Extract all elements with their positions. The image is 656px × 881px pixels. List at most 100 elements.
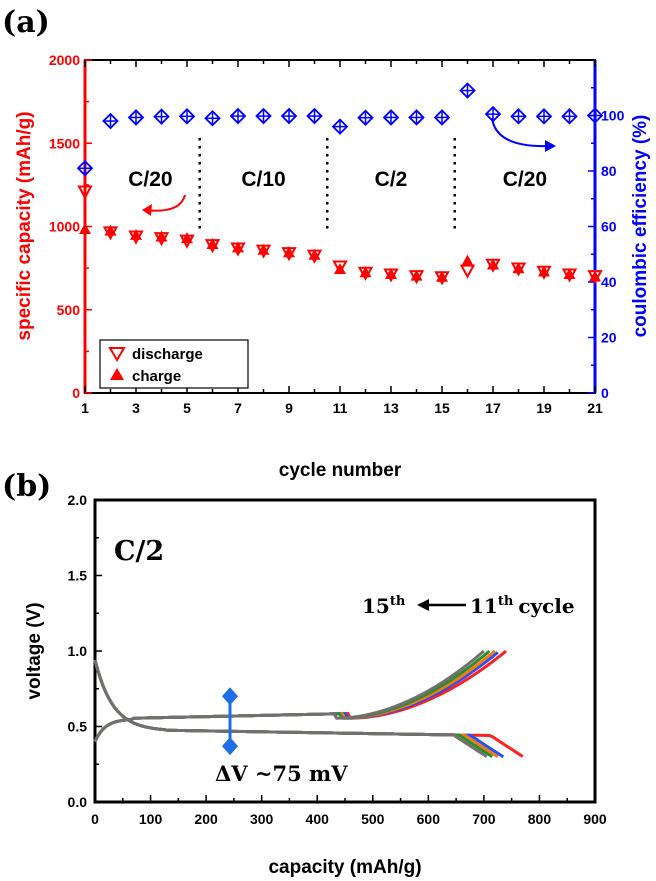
x-tick-label: 21 <box>587 400 603 416</box>
efficiency-point <box>127 109 145 126</box>
x-tick-label: 700 <box>472 811 496 827</box>
panel-b-xlabel: capacity (mAh/g) <box>268 857 421 878</box>
rate-label: C/10 <box>241 168 285 191</box>
capacity-arrowhead-icon <box>142 204 152 216</box>
cycle-suffix: cycle <box>518 594 574 618</box>
charge-point <box>334 262 346 274</box>
x-tick-label: 200 <box>194 811 218 827</box>
x-tick-label: 13 <box>383 400 399 416</box>
legend-charge: charge <box>132 368 181 385</box>
discharge-curve-14th <box>93 659 494 758</box>
x-tick-label: 9 <box>285 400 293 416</box>
discharge-point <box>408 270 425 285</box>
end-cycle-sup: th <box>498 594 514 609</box>
y-right-tick-label: 80 <box>601 163 617 179</box>
delta-v-top-diamond-icon <box>222 687 238 706</box>
panel-b-ylabel: voltage (V) <box>24 602 45 699</box>
discharge-point <box>204 239 221 254</box>
discharge-point <box>536 265 552 280</box>
x-tick-label: 0 <box>91 811 99 827</box>
discharge-point <box>230 242 246 257</box>
y-right-tick-label: 40 <box>601 274 617 290</box>
rate-label: C/20 <box>503 168 547 191</box>
y-tick-label: 2.0 <box>68 492 88 508</box>
y-left-tick-label: 1000 <box>49 219 80 235</box>
discharge-point <box>383 268 399 283</box>
discharge-point <box>459 264 476 279</box>
x-tick-label: 800 <box>528 811 552 827</box>
panel-a-rate-region: C/20 C/10 C/2 C/20 <box>128 138 547 230</box>
discharge-curve-13th <box>93 659 499 759</box>
discharge-point <box>561 268 578 283</box>
discharge-point <box>179 234 195 249</box>
panel-b: (b) 0 100 200 300 400 500 600 700 800 900 0.0 0.5 1.… <box>2 469 607 878</box>
panel-a: (a) 1 3 5 7 9 11 13 15 17 19 210500100015002000020… <box>2 5 651 481</box>
x-tick-label: 3 <box>132 400 140 416</box>
charge-marker-icon <box>110 368 124 380</box>
y-tick-label: 0.5 <box>68 719 88 735</box>
y-right-tick-label: 0 <box>601 385 609 401</box>
discharge-point <box>255 244 272 259</box>
legend-discharge: discharge <box>132 346 203 363</box>
y-tick-label: 0.0 <box>68 794 88 810</box>
efficiency-point <box>382 109 400 126</box>
efficiency-axis-arrow <box>491 117 551 148</box>
efficiency-point <box>102 112 119 130</box>
x-tick-label: 11 <box>333 400 348 416</box>
x-tick-label: 100 <box>139 811 163 827</box>
efficiency-point <box>561 108 578 125</box>
panel-b-rate-label: C/2 <box>114 536 164 567</box>
discharge-point <box>587 270 603 285</box>
y-left-tick-label: 500 <box>57 302 81 318</box>
delta-v-marker <box>222 687 238 756</box>
discharge-point <box>485 258 501 273</box>
y-right-tick-label: 20 <box>601 330 617 346</box>
discharge-point <box>306 249 323 264</box>
y-tick-label: 1.0 <box>68 643 88 659</box>
delta-v-bottom-diamond-icon <box>222 737 238 756</box>
y-right-tick-label: 100 <box>601 108 625 124</box>
discharge-point <box>102 226 119 241</box>
y-tick-label: 1.5 <box>68 568 88 584</box>
y-right-tick-label: 60 <box>601 219 617 235</box>
discharge-point <box>357 266 374 281</box>
panel-a-marks <box>76 82 604 286</box>
cycle-annotation-start: 15th <box>362 594 406 618</box>
y-left-tick-label: 0 <box>72 385 80 401</box>
panel-b-label: (b) <box>2 469 51 504</box>
x-tick-label: 19 <box>536 400 552 416</box>
x-tick-label: 900 <box>583 811 607 827</box>
x-tick-label: 17 <box>485 400 501 416</box>
panel-a-label: (a) <box>2 5 50 40</box>
discharge-point <box>153 232 170 247</box>
panel-a-ticks: 1 3 5 7 9 11 13 15 17 19 2105001000150020000204060… <box>49 52 625 416</box>
panel-b-frame <box>93 498 597 804</box>
delta-v-annotation: ΔV ~75 mV <box>215 761 348 786</box>
efficiency-point <box>76 159 94 177</box>
x-tick-label: 5 <box>183 400 191 416</box>
efficiency-arrowhead-icon <box>545 140 556 152</box>
efficiency-point <box>433 109 451 126</box>
discharge-point <box>510 262 527 277</box>
y-left-tick-label: 1500 <box>49 135 80 151</box>
efficiency-point <box>510 108 527 125</box>
efficiency-point <box>331 118 349 135</box>
x-tick-label: 300 <box>250 811 274 827</box>
charge-curve-15th <box>93 649 485 743</box>
charge-point <box>79 222 91 234</box>
efficiency-point <box>229 107 247 125</box>
panel-b-curves <box>93 649 524 759</box>
x-tick-label: 400 <box>306 811 330 827</box>
discharge-point <box>128 230 144 245</box>
x-tick-label: 1 <box>81 400 89 416</box>
panel-a-ylabel-right: coulombic efficiency (%) <box>630 115 651 338</box>
discharge-curve-15th <box>93 659 488 758</box>
start-cycle-number: 15 <box>362 594 390 618</box>
efficiency-point <box>306 107 323 125</box>
efficiency-point <box>255 107 272 125</box>
efficiency-point <box>280 107 298 125</box>
efficiency-point <box>535 108 553 125</box>
efficiency-point <box>357 109 374 126</box>
efficiency-point <box>178 108 196 125</box>
